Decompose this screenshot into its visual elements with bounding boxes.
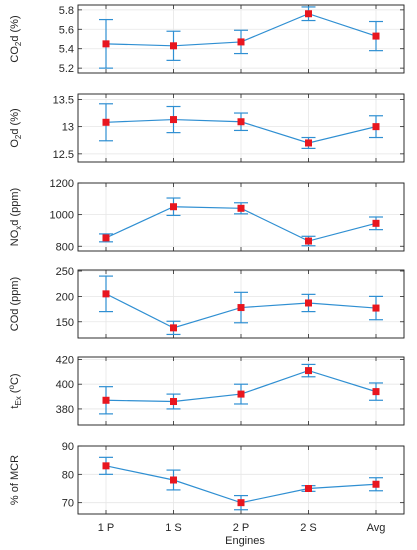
x-axis-label: Engines (225, 535, 265, 547)
panel-1: 5.2 5.4 5.6 5.8 CO2d (%) (9, 4, 405, 75)
x-tick-label: 2 S (300, 522, 317, 534)
y-tick-label: 13.5 (53, 94, 74, 106)
y-tick-label: 70 (62, 498, 74, 510)
y-tick-label: 400 (56, 379, 74, 391)
y-tick-label: 150 (56, 317, 74, 329)
data-point (170, 116, 177, 124)
data-point (170, 324, 177, 332)
y-tick-label: 90 (62, 441, 74, 453)
y-tick-label: 1000 (50, 210, 74, 222)
y-axis-label: O2d (%) (9, 108, 23, 147)
panel-2: 12.5 13 13.5 O2d (%) (9, 93, 405, 163)
chart-panels: 5.2 5.4 5.6 5.8 CO2d (%) 12.5 13 13.5 O2d (%) 800… (7, 4, 405, 515)
x-tick-label: 1 S (165, 522, 182, 534)
data-point (305, 237, 312, 245)
y-tick-label: 5.6 (59, 24, 74, 36)
y-tick-label: 13 (62, 122, 74, 134)
y-tick-label: 12.5 (53, 149, 74, 161)
data-point (170, 42, 177, 50)
y-tick-label: 1200 (50, 178, 74, 190)
data-point (372, 219, 380, 227)
data-point (170, 398, 177, 406)
y-tick-label: 80 (62, 469, 74, 481)
data-point (170, 203, 177, 211)
data-point (237, 38, 245, 46)
y-axis-label: % of MCR (9, 455, 21, 505)
data-point (305, 139, 312, 147)
data-point (102, 462, 110, 470)
data-point (372, 123, 380, 131)
data-point (372, 388, 380, 396)
data-point (372, 480, 380, 488)
y-tick-label: 250 (56, 266, 74, 278)
y-axis-label: CO2d (%) (9, 15, 23, 62)
x-axis: 1 P 1 S 2 P 2 S Avg (98, 522, 386, 534)
y-tick-label: 800 (56, 241, 74, 253)
data-point (305, 367, 312, 375)
y-tick-label: 420 (56, 354, 74, 366)
panel-3: 800 1000 1200 NOxd (ppm) (9, 178, 405, 253)
data-point (305, 299, 312, 307)
y-tick-label: 5.8 (59, 5, 74, 17)
data-point (305, 10, 312, 18)
data-point (305, 485, 312, 492)
y-tick-label: 380 (56, 404, 74, 416)
data-point (237, 390, 245, 398)
panel-4: 150 200 250 COd (ppm) (9, 266, 405, 339)
data-point (237, 118, 245, 126)
y-tick-label: 5.4 (59, 44, 74, 56)
x-tick-label: 1 P (98, 522, 115, 534)
x-tick-label: Avg (367, 522, 386, 534)
data-point (372, 304, 380, 312)
y-axis-label: tEx (oC) (7, 373, 23, 408)
data-point (237, 499, 245, 507)
panel-6: 70 80 90 % of MCR (9, 441, 405, 515)
data-point (102, 234, 110, 242)
data-point (102, 396, 110, 404)
y-tick-label: 5.2 (59, 63, 74, 75)
y-tick-label: 200 (56, 291, 74, 303)
data-point (102, 118, 110, 126)
x-tick-label: 2 P (233, 522, 250, 534)
data-point (237, 204, 245, 212)
y-axis-label: NOxd (ppm) (9, 188, 23, 246)
data-point (102, 290, 110, 298)
data-point (372, 32, 380, 40)
data-point (102, 40, 110, 48)
y-axis-label: COd (ppm) (9, 277, 21, 331)
panel-5: 380 400 420 tEx (oC) (7, 354, 405, 426)
data-point (237, 304, 245, 312)
data-point (170, 476, 177, 484)
